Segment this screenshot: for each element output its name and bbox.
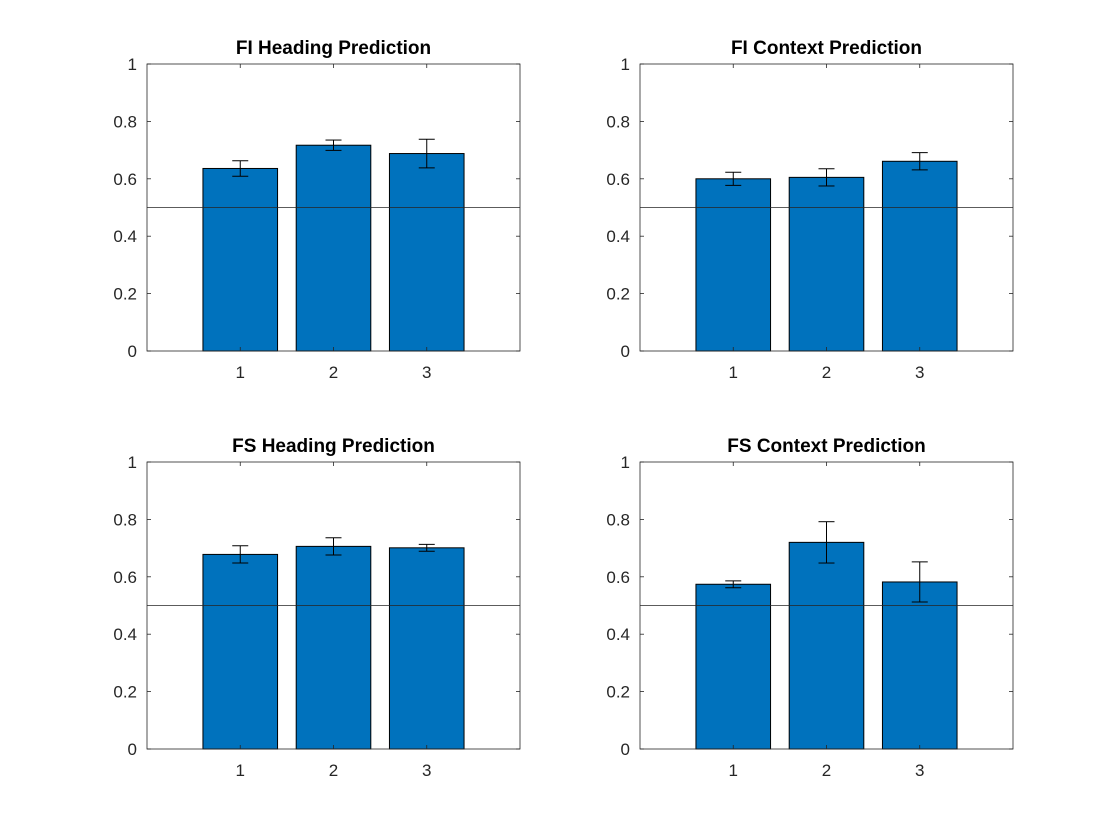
- x-tick-label: 3: [422, 363, 431, 382]
- bar: [388, 547, 465, 750]
- x-tick-label: 3: [915, 363, 924, 382]
- y-tick-label: 0.4: [606, 625, 630, 644]
- y-tick-label: 0.2: [606, 683, 630, 702]
- y-tick-label: 0.6: [606, 170, 630, 189]
- x-tick-label: 1: [236, 363, 245, 382]
- y-tick-label: 1: [621, 55, 630, 74]
- y-tick-label: 1: [128, 55, 137, 74]
- subplot-title: FI Heading Prediction: [236, 38, 431, 59]
- bar: [788, 541, 865, 750]
- bar: [388, 153, 465, 352]
- y-tick-label: 0.4: [113, 227, 137, 246]
- x-tick-label: 2: [822, 761, 831, 780]
- x-tick-label: 1: [729, 761, 738, 780]
- subplot-title: FS Heading Prediction: [232, 436, 435, 457]
- y-tick-label: 1: [621, 453, 630, 472]
- y-tick-label: 0: [128, 740, 137, 759]
- y-tick-label: 1: [128, 453, 137, 472]
- subplot-fs-heading: FS Heading Prediction 0 0.2 0.4 0.6 0.8 1 1 2 3: [113, 436, 521, 780]
- x-tick-label: 3: [915, 761, 924, 780]
- bar: [788, 176, 865, 352]
- x-tick-label: 1: [729, 363, 738, 382]
- y-tick-label: 0.2: [113, 683, 137, 702]
- y-tick-label: 0.4: [606, 227, 630, 246]
- x-tick-label: 1: [236, 761, 245, 780]
- y-tick-label: 0.6: [113, 568, 137, 587]
- x-tick-label: 2: [329, 363, 338, 382]
- x-tick-label: 2: [329, 761, 338, 780]
- bar: [295, 144, 372, 352]
- subplot-fi-heading: FI Heading Prediction 0 0.2 0.4 0.6 0.8 1 1 2 3: [113, 38, 521, 382]
- bar: [695, 178, 772, 352]
- y-tick-label: 0: [621, 740, 630, 759]
- bar: [202, 553, 279, 750]
- y-tick-label: 0.4: [113, 625, 137, 644]
- y-tick-label: 0.8: [606, 112, 630, 131]
- bar: [202, 167, 279, 352]
- subplot-title: FS Context Prediction: [727, 436, 925, 457]
- bar: [881, 160, 958, 352]
- bar: [295, 545, 372, 750]
- subplot-title: FI Context Prediction: [731, 38, 922, 59]
- y-tick-label: 0.8: [113, 510, 137, 529]
- x-tick-label: 2: [822, 363, 831, 382]
- y-tick-label: 0: [621, 342, 630, 361]
- subplot-fs-context: FS Context Prediction 0 0.2 0.4 0.6 0.8 1 1 2 3: [606, 436, 1014, 780]
- bar: [881, 581, 958, 750]
- subplot-fi-context: FI Context Prediction 0 0.2 0.4 0.6 0.8 1 1 2 3: [606, 38, 1014, 382]
- y-tick-label: 0.8: [113, 112, 137, 131]
- y-tick-label: 0.6: [113, 170, 137, 189]
- y-tick-label: 0.8: [606, 510, 630, 529]
- y-tick-label: 0.6: [606, 568, 630, 587]
- x-tick-label: 3: [422, 761, 431, 780]
- bar: [695, 583, 772, 750]
- y-tick-label: 0: [128, 342, 137, 361]
- y-tick-label: 0.2: [113, 285, 137, 304]
- y-tick-label: 0.2: [606, 285, 630, 304]
